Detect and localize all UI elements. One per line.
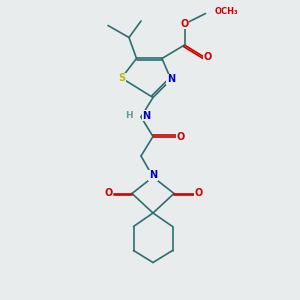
Text: S: S xyxy=(118,73,125,83)
Text: O: O xyxy=(180,19,189,29)
Text: N: N xyxy=(149,170,157,181)
Text: O: O xyxy=(203,52,212,62)
Text: H: H xyxy=(125,111,133,120)
Text: N: N xyxy=(167,74,175,85)
Text: O: O xyxy=(104,188,113,199)
Text: N: N xyxy=(142,110,151,121)
Text: OCH₃: OCH₃ xyxy=(214,8,238,16)
Text: O: O xyxy=(177,131,185,142)
Text: O: O xyxy=(195,188,203,199)
